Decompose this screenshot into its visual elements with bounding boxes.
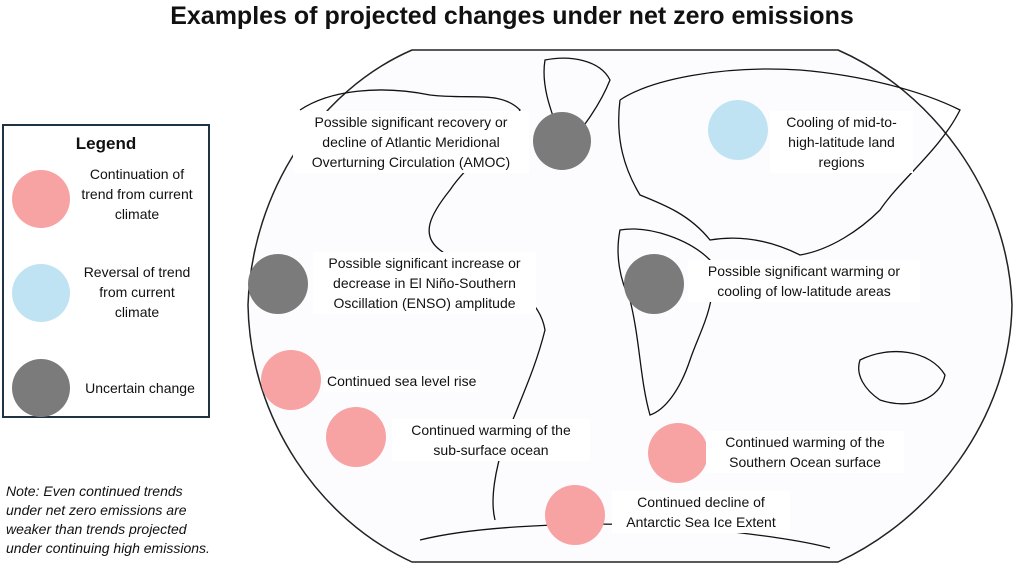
cooling-dot (708, 100, 768, 160)
antarctic-label: Continued decline of Antarctic Sea Ice E… (612, 491, 790, 533)
legend-continuation-dot (12, 170, 70, 228)
amoc-label: Possible significant recovery or decline… (293, 111, 529, 173)
sea-level-dot (261, 350, 321, 410)
legend: Legend Continuation of trend from curren… (2, 124, 210, 418)
page-title: Examples of projected changes under net … (170, 2, 854, 30)
southern-ocean-dot (648, 423, 708, 483)
enso-dot (248, 254, 308, 314)
cooling-label: Cooling of mid-to-high-latitude land reg… (770, 111, 913, 173)
legend-title: Legend (75, 134, 137, 153)
legend-continuation-label: Continuation of trend from current clima… (81, 166, 193, 222)
low-latitude-dot (624, 254, 684, 314)
subsurface-label: Continued warming of the sub-surface oce… (392, 419, 590, 461)
legend-uncertain-label: Uncertain change (85, 380, 195, 396)
antarctic-dot (545, 485, 605, 545)
sea-level-label: Continued sea level rise (323, 370, 481, 392)
legend-reversal-label: Reversal of trend from current climate (83, 264, 191, 320)
amoc-dot (533, 112, 591, 170)
legend-reversal-dot (12, 264, 70, 322)
subsurface-dot (326, 407, 386, 467)
legend-uncertain-dot (12, 359, 70, 417)
enso-label: Possible significant increase or decreas… (313, 252, 536, 314)
footnote: Note: Even continued trends under net ze… (6, 483, 210, 556)
low-latitude-label: Possible significant warming or cooling … (688, 260, 920, 302)
southern-ocean-label: Continued warming of the Southern Ocean … (706, 431, 904, 473)
